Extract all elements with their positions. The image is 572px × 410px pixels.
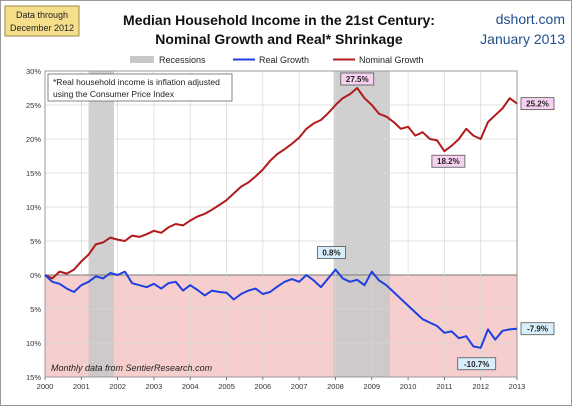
x-tick-label: 2000: [37, 382, 54, 391]
date-label: January 2013: [480, 31, 565, 47]
chart-title: Median Household Income in the 21st Cent…: [123, 12, 435, 28]
y-tick-label: 10%: [26, 203, 41, 212]
callout-label: -7.9%: [527, 325, 548, 334]
legend-real: Real Growth: [259, 55, 309, 65]
series-line-real-growth: [44, 268, 518, 349]
bottom-note: Monthly data from SentierResearch.com: [51, 363, 213, 373]
callout-box: [520, 97, 555, 111]
callout-label: 25.2%: [526, 100, 549, 109]
negative-zone: [45, 275, 517, 377]
callout-box: [317, 246, 346, 259]
callout-label: -10.7%: [464, 360, 489, 369]
recession-bar: [333, 71, 390, 377]
x-tick-label: 2012: [472, 382, 489, 391]
stamp-line-2: December 2012: [10, 23, 74, 33]
y-tick-label: 5%: [30, 305, 41, 314]
stamp-line-1: Data through: [16, 10, 68, 20]
callout-box: [520, 322, 555, 336]
legend-recession-swatch: [130, 56, 154, 63]
callout-label: 18.2%: [437, 157, 460, 166]
recession-bar: [88, 71, 114, 377]
x-tick-label: 2013: [509, 382, 526, 391]
y-tick-label: 25%: [26, 101, 41, 110]
x-tick-label: 2005: [218, 382, 235, 391]
y-tick-label: 20%: [26, 135, 41, 144]
footnote-box: *Real household income is inflation adju…: [47, 73, 233, 102]
y-tick-label: 10%: [26, 339, 41, 348]
footnote-line-1: *Real household income is inflation adju…: [53, 77, 220, 87]
x-tick-label: 2004: [182, 382, 199, 391]
x-tick-label: 2001: [73, 382, 90, 391]
chart-subtitle: Nominal Growth and Real* Shrinkage: [155, 31, 403, 47]
y-tick-label: 5%: [30, 237, 41, 246]
callout-label: 0.8%: [322, 249, 340, 258]
source-label: dshort.com: [496, 11, 565, 27]
legend: Recessions Real Growth Nominal Growth: [130, 55, 424, 65]
y-tick-label: 0%: [30, 271, 41, 280]
callout-box: [431, 154, 466, 168]
footnote-line-2: using the Consumer Price Index: [53, 89, 175, 99]
x-tick-label: 2010: [400, 382, 417, 391]
callout-box: [340, 72, 375, 86]
x-tick-label: 2002: [109, 382, 126, 391]
x-tick-label: 2003: [146, 382, 163, 391]
y-tick-label: 15%: [26, 373, 41, 382]
plot-border: [44, 70, 518, 378]
callout-label: 27.5%: [346, 75, 369, 84]
x-tick-label: 2006: [255, 382, 272, 391]
legend-nominal: Nominal Growth: [359, 55, 424, 65]
data-stamp: Data through December 2012: [4, 5, 80, 37]
x-tick-label: 2007: [291, 382, 308, 391]
x-tick-label: 2011: [436, 382, 452, 391]
series-line-nominal-growth: [44, 87, 518, 280]
y-tick-label: 30%: [26, 67, 41, 76]
x-tick-label: 2008: [327, 382, 344, 391]
legend-recessions: Recessions: [159, 55, 206, 65]
x-tick-label: 2009: [363, 382, 380, 391]
y-tick-label: 15%: [26, 169, 41, 178]
callout-box: [457, 357, 497, 371]
